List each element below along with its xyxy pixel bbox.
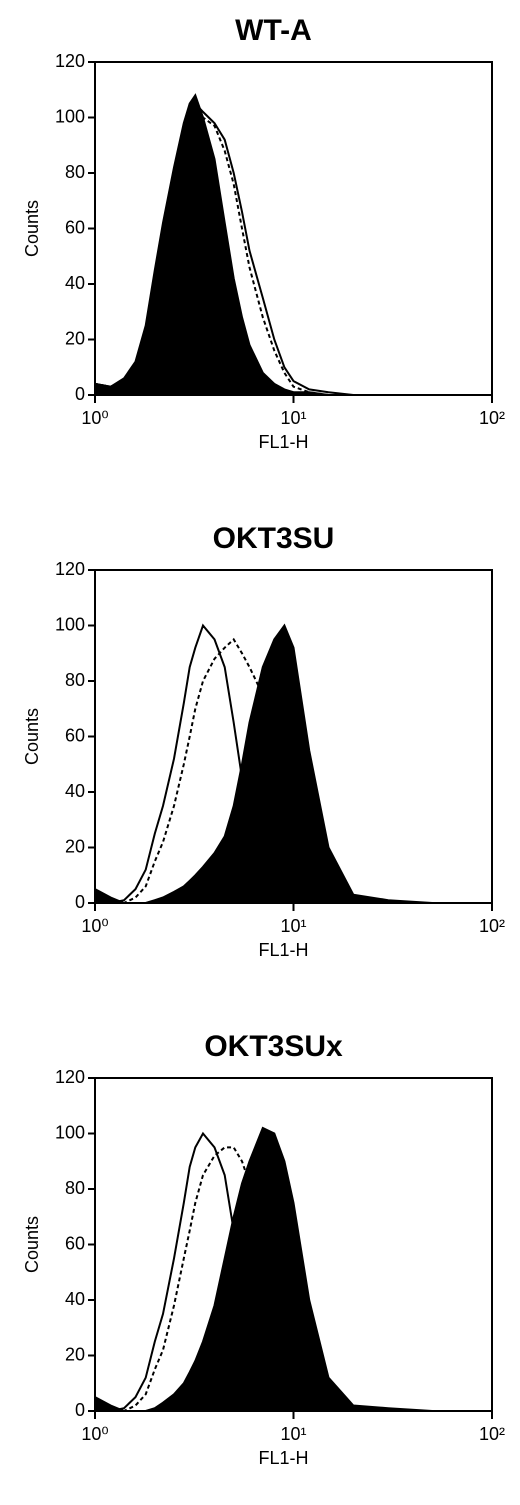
histogram-line <box>95 1146 492 1412</box>
y-tick-label: 100 <box>55 1122 85 1142</box>
y-axis-label: Counts <box>22 200 42 257</box>
y-tick-label: 40 <box>65 781 85 801</box>
x-tick-label: 10⁰ <box>81 1424 108 1444</box>
y-tick-label: 0 <box>75 1400 85 1420</box>
y-tick-label: 120 <box>55 559 85 579</box>
x-tick-label: 10¹ <box>280 408 306 428</box>
y-tick-label: 80 <box>65 1178 85 1198</box>
x-tick-label: 10⁰ <box>81 408 108 428</box>
histogram-area <box>94 623 492 904</box>
chart-title: WT-A <box>235 14 312 47</box>
y-tick-label: 0 <box>75 384 85 404</box>
x-tick-label: 10⁰ <box>81 916 108 936</box>
y-axis-label: Counts <box>22 1216 42 1273</box>
histogram-line <box>95 637 492 904</box>
y-tick-label: 100 <box>55 614 85 634</box>
histogram-line <box>94 104 492 396</box>
y-tick-label: 20 <box>65 328 85 348</box>
y-tick-label: 100 <box>55 106 85 126</box>
x-axis-label: FL1-H <box>258 940 308 960</box>
plot-frame <box>94 1077 493 1412</box>
y-tick-label: 60 <box>65 1233 85 1253</box>
histogram-area <box>94 1126 492 1412</box>
y-tick-label: 40 <box>65 1289 85 1309</box>
y-tick-label: 40 <box>65 273 85 293</box>
plot-frame <box>94 61 493 396</box>
chart-title: OKT3SU <box>213 522 335 555</box>
x-tick-label: 10² <box>479 408 505 428</box>
x-axis-label: FL1-H <box>258 1448 308 1468</box>
y-tick-label: 80 <box>65 162 85 182</box>
y-tick-label: 60 <box>65 725 85 745</box>
y-tick-label: 20 <box>65 1344 85 1364</box>
x-tick-label: 10² <box>479 916 505 936</box>
plot-frame <box>94 569 493 904</box>
chart-title: OKT3SUx <box>204 1030 343 1063</box>
x-tick-label: 10¹ <box>280 1424 306 1444</box>
x-axis-label: FL1-H <box>258 432 308 452</box>
histogram-area <box>94 93 492 396</box>
y-tick-label: 20 <box>65 836 85 856</box>
y-tick-label: 60 <box>65 217 85 237</box>
x-tick-label: 10¹ <box>280 916 306 936</box>
y-tick-label: 0 <box>75 892 85 912</box>
y-tick-label: 120 <box>55 1067 85 1087</box>
y-tick-label: 80 <box>65 670 85 690</box>
y-axis-label: Counts <box>22 708 42 765</box>
y-tick-label: 120 <box>55 51 85 71</box>
x-tick-label: 10² <box>479 1424 505 1444</box>
